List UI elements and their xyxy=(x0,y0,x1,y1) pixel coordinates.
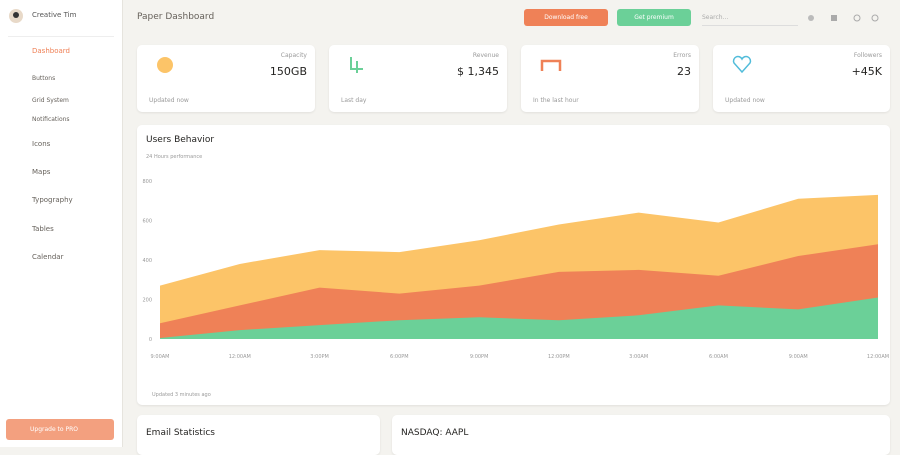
stat-label: Capacity xyxy=(280,52,307,59)
x-tick-label: 3:00AM xyxy=(629,354,648,360)
stat-label: Errors xyxy=(673,52,691,59)
nav-item[interactable]: Calendar xyxy=(32,253,64,261)
stat-label: Revenue xyxy=(472,52,499,59)
button[interactable]: Download free xyxy=(524,9,608,26)
card: NASDAQ: AAPL xyxy=(392,415,890,455)
icon xyxy=(157,57,173,73)
x-tick-label: 12:00AM xyxy=(229,354,251,360)
nav-item[interactable]: Icons xyxy=(32,140,51,148)
y-tick-label: 400 xyxy=(142,258,152,264)
icon xyxy=(540,59,562,71)
chart-title: Users Behavior xyxy=(146,135,214,145)
stat-card: Followers +45K Updated now xyxy=(713,45,890,112)
card-title: Email Statistics xyxy=(146,428,215,438)
x-tick-label: 9:00AM xyxy=(151,354,170,360)
x-tick-label: 9:00PM xyxy=(470,354,489,360)
chart-card: Users Behavior 24 Hours performance Upda… xyxy=(137,125,890,405)
x-tick-label: 6:00PM xyxy=(390,354,409,360)
chart-footer: Updated 3 minutes ago xyxy=(152,392,211,398)
stat-footer: Last day xyxy=(341,97,367,104)
stat-value: 23 xyxy=(677,65,691,78)
chart-subtitle: 24 Hours performance xyxy=(146,154,202,160)
y-tick-label: 800 xyxy=(142,179,152,185)
nav-item[interactable]: Maps xyxy=(32,168,51,176)
y-tick-label: 200 xyxy=(142,298,152,304)
nav-item[interactable]: Notifications xyxy=(32,116,70,123)
stat-card: Errors 23 In the last hour xyxy=(521,45,699,112)
icon xyxy=(350,57,363,73)
nav-item[interactable]: Grid System xyxy=(32,97,69,104)
x-tick-label: 6:00AM xyxy=(709,354,728,360)
stat-card: Capacity 150GB Updated now xyxy=(137,45,315,112)
nav-icons xyxy=(808,14,879,22)
icon xyxy=(732,55,752,74)
page-title: Paper Dashboard xyxy=(137,12,215,22)
divider xyxy=(8,36,114,37)
chart: Users Behavior 24 Hours performance Upda… xyxy=(142,135,889,398)
nav-item[interactable]: Dashboard xyxy=(32,47,70,55)
brand[interactable]: Creative Tim xyxy=(32,11,77,19)
card-title: NASDAQ: AAPL xyxy=(401,428,469,438)
button[interactable]: Get premium xyxy=(617,9,691,26)
stat-card: Revenue $ 1,345 Last day xyxy=(329,45,507,112)
stat-value: $ 1,345 xyxy=(457,65,499,78)
nav-item[interactable]: Tables xyxy=(32,225,54,233)
x-tick-label: 12:00AM xyxy=(867,354,889,360)
x-tick-label: 3:00PM xyxy=(310,354,329,360)
card: Email Statistics xyxy=(137,415,380,455)
search-input[interactable]: Search... xyxy=(702,10,798,26)
x-tick-label: 9:00AM xyxy=(789,354,808,360)
y-tick-label: 0 xyxy=(149,337,152,343)
nav-item[interactable]: Buttons xyxy=(32,75,56,82)
stat-footer: Updated now xyxy=(725,97,765,104)
stat-value: 150GB xyxy=(269,65,307,78)
stat-label: Followers xyxy=(853,52,882,59)
stat-footer: In the last hour xyxy=(533,97,579,104)
y-tick-label: 600 xyxy=(142,219,152,225)
logo xyxy=(9,9,23,23)
x-tick-label: 12:00PM xyxy=(548,354,570,360)
sidebar: Creative Tim Dashboard Buttons Grid Syst… xyxy=(0,0,123,447)
stat-value: +45K xyxy=(851,65,882,78)
upgrade-button[interactable]: Upgrade to PRO xyxy=(6,419,114,440)
area xyxy=(160,297,878,339)
stat-footer: Updated now xyxy=(149,97,189,104)
nav-item[interactable]: Typography xyxy=(32,196,73,204)
